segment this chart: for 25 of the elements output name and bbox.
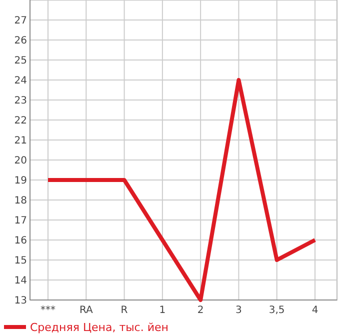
y-tick-label: 22 [14,116,27,126]
line-series [46,78,317,302]
x-tick-label: RA [79,305,93,316]
y-tick-label: 18 [14,196,27,206]
x-tick-label: 3 [236,305,242,316]
x-tick-label: 2 [197,305,204,316]
y-tick-label: 17 [14,216,27,226]
x-tick-label: *** [40,305,56,316]
x-tick-label: R [120,305,128,316]
y-tick-label: 16 [14,236,27,246]
y-tick-label: 19 [14,176,27,186]
y-tick-label: 14 [14,276,27,286]
y-tick-label: 24 [14,76,27,86]
y-tick-label: 21 [14,136,27,146]
x-tick-label: 1 [159,305,166,316]
legend-label: Средняя Цена, тыс. йен [30,320,168,334]
x-tick-label: 4 [312,305,318,316]
y-tick-label: 23 [14,96,27,106]
y-tick-label: 27 [14,16,27,26]
y-tick-label: 13 [14,296,27,306]
y-tick-label: 15 [14,256,27,266]
y-tick-label: 26 [14,36,27,46]
x-tick-label: 3,5 [268,305,285,316]
y-tick-label: 20 [14,156,27,166]
y-tick-label: 25 [14,56,27,66]
